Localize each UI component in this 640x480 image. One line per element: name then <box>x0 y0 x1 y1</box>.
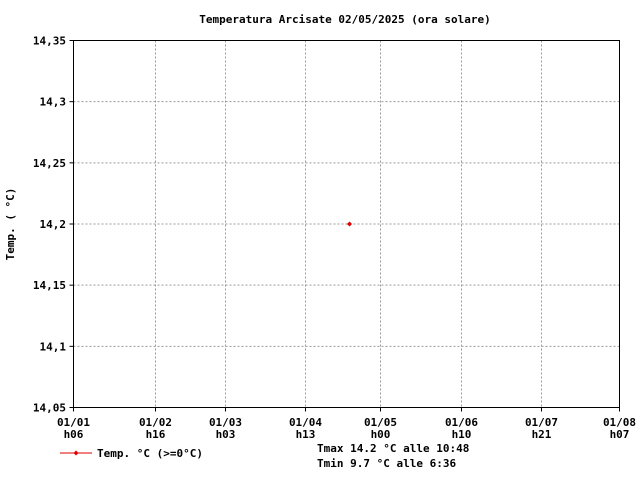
x-tick-date: 01/04 <box>289 416 322 429</box>
y-tick-labels: 14,05 14,1 14,15 14,2 14,25 14,3 14,35 <box>33 35 66 415</box>
y-tick-label: 14,35 <box>33 35 66 48</box>
y-axis-label: Temp. ( °C) <box>4 188 17 261</box>
tmax-annotation: Tmax 14.2 °C alle 10:48 <box>317 442 469 455</box>
x-tick-date: 01/03 <box>209 416 242 429</box>
x-tick-date: 01/08 <box>603 416 636 429</box>
x-tick-date: 01/02 <box>139 416 172 429</box>
x-tick-hour: h06 <box>64 428 84 441</box>
x-tick-date: 01/07 <box>525 416 558 429</box>
y-tick-label: 14,25 <box>33 157 66 170</box>
x-tick-date: 01/01 <box>57 416 90 429</box>
legend-marker <box>73 450 79 456</box>
y-tick-label: 14,2 <box>40 218 67 231</box>
y-tick-label: 14,3 <box>40 96 67 109</box>
x-tick-hour: h21 <box>532 428 552 441</box>
y-tick-label: 14,15 <box>33 279 66 292</box>
x-tick-hour: h03 <box>216 428 236 441</box>
x-tick-hour: h07 <box>610 428 630 441</box>
legend: Temp. °C (>=0°C) <box>60 447 203 460</box>
grid <box>73 40 620 408</box>
chart-title: Temperatura Arcisate 02/05/2025 (ora sol… <box>199 13 490 26</box>
tmin-annotation: Tmin 9.7 °C alle 6:36 <box>317 457 456 470</box>
y-tick-label: 14,05 <box>33 402 66 415</box>
x-tick-hour: h10 <box>452 428 472 441</box>
axes <box>69 40 620 412</box>
legend-label: Temp. °C (>=0°C) <box>97 447 203 460</box>
series <box>347 221 352 227</box>
data-point <box>347 221 352 227</box>
x-tick-hour: h16 <box>146 428 166 441</box>
y-tick-label: 14,1 <box>40 340 67 353</box>
x-tick-date: 01/05 <box>364 416 397 429</box>
x-tick-date: 01/06 <box>445 416 478 429</box>
x-tick-hour: h00 <box>371 428 391 441</box>
x-tick-hour: h13 <box>296 428 316 441</box>
